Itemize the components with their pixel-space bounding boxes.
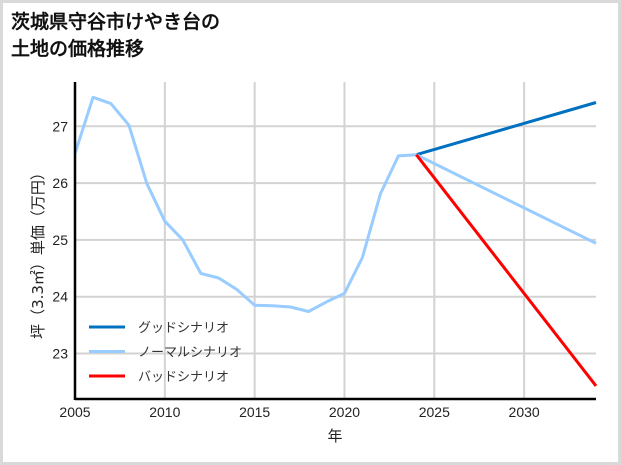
- y-tick-label: 25: [52, 232, 68, 248]
- x-axis-label: 年: [327, 427, 342, 445]
- x-tick-label: 2020: [329, 404, 360, 420]
- series-line-1: [73, 95, 597, 313]
- legend-label: グッドシナリオ: [138, 321, 229, 336]
- x-tick-label: 2030: [509, 404, 540, 420]
- legend-label: ノーマルシナリオ: [138, 346, 242, 361]
- y-tick-label: 23: [52, 346, 68, 362]
- x-tick-label: 2010: [149, 404, 180, 420]
- series-lines: [73, 95, 598, 387]
- series-line-0: [415, 101, 597, 157]
- series-line-2: [415, 153, 598, 387]
- x-tick-label: 2025: [419, 404, 450, 420]
- y-axis-label: 坪（3.3㎡）単価（万円）: [29, 165, 47, 339]
- x-tick-labels: 2005 2010 2015 2020 2025 2030: [59, 404, 539, 420]
- y-tick-labels: 23 24 25 26 27: [52, 118, 68, 361]
- x-tick-label: 2005: [59, 404, 90, 420]
- chart-title: 茨城県守谷市けやき台の 土地の価格推移: [11, 11, 221, 60]
- grid-lines: [74, 82, 596, 399]
- axes: [73, 82, 596, 401]
- y-tick-label: 24: [52, 289, 68, 305]
- y-tick-label: 27: [52, 118, 68, 134]
- y-tick-label: 26: [52, 175, 68, 191]
- legend-label: バッドシナリオ: [138, 370, 229, 385]
- x-tick-label: 2015: [239, 404, 270, 420]
